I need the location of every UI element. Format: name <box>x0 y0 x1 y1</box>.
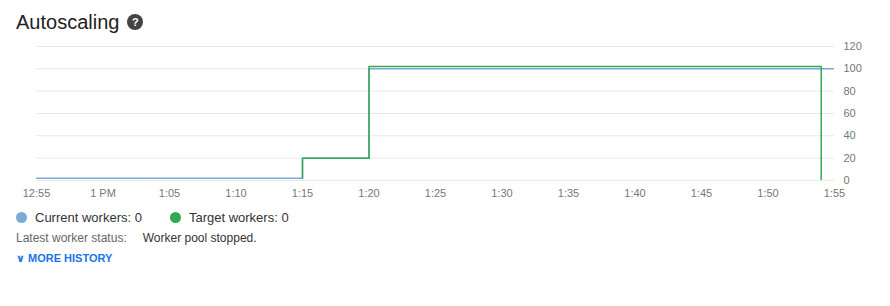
html-text:∨ MORE HISTORY: ∨ MORE HISTORY <box>16 251 113 264</box>
svg-text:80: 80 <box>844 85 856 97</box>
svg-text:1:40: 1:40 <box>624 187 645 199</box>
svg-text:1 PM: 1 PM <box>90 187 116 199</box>
svg-text:1:30: 1:30 <box>491 187 512 199</box>
html-text:Autoscaling: Autoscaling <box>16 10 120 33</box>
svg-text:60: 60 <box>844 107 856 119</box>
svg-text:1:45: 1:45 <box>691 187 712 199</box>
html-text:Current workers: 0: Current workers: 0 <box>35 209 142 225</box>
svg-text:1:55: 1:55 <box>824 187 845 199</box>
svg-text:0: 0 <box>844 174 850 186</box>
svg-text:100: 100 <box>844 62 862 74</box>
svg-text:1:35: 1:35 <box>558 187 579 199</box>
svg-text:20: 20 <box>844 152 856 164</box>
svg-text:1:25: 1:25 <box>425 187 446 199</box>
svg-text:1:10: 1:10 <box>225 187 246 199</box>
svg-text:1:50: 1:50 <box>757 187 778 199</box>
svg-text:120: 120 <box>844 40 862 52</box>
svg-text:12:55: 12:55 <box>23 187 51 199</box>
svg-text:40: 40 <box>844 129 856 141</box>
svg-text:1:15: 1:15 <box>292 187 313 199</box>
svg-text:1:20: 1:20 <box>358 187 379 199</box>
html-text:Worker pool stopped.: Worker pool stopped. <box>142 231 257 245</box>
html-text:Target workers: 0: Target workers: 0 <box>188 209 289 225</box>
svg-text:1:05: 1:05 <box>159 187 180 199</box>
html-text:Latest worker status:: Latest worker status: <box>16 231 127 245</box>
